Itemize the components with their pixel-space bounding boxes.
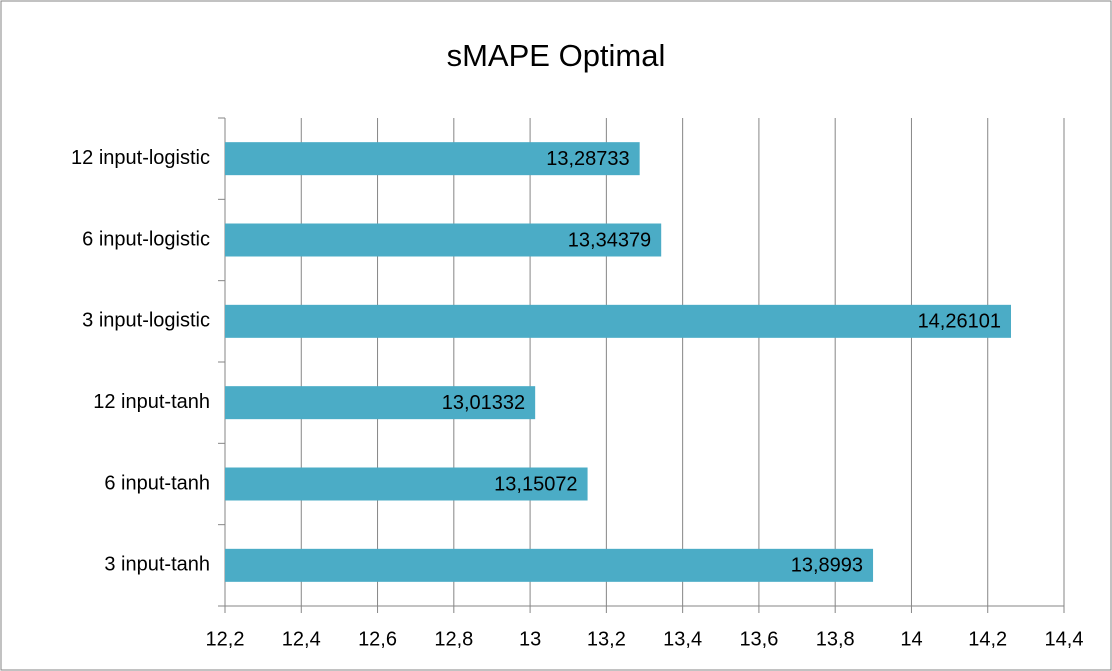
y-tick-label: 3 input-logistic: [82, 310, 210, 332]
x-tick-label: 13,2: [587, 628, 626, 650]
bar: [225, 142, 640, 176]
x-tick-label: 13,6: [739, 628, 778, 650]
x-tick-label: 14,2: [968, 628, 1007, 650]
bar: [225, 548, 874, 582]
x-tick-label: 13,8: [816, 628, 855, 650]
x-tick-label: 12,2: [206, 628, 245, 650]
bar: [225, 304, 1011, 338]
y-tick-label: 6 input-tanh: [104, 472, 210, 494]
x-tick-label: 14: [900, 628, 922, 650]
x-tick-label: 14,4: [1045, 628, 1084, 650]
data-label: 13,01332: [442, 392, 525, 414]
data-label: 14,26101: [918, 311, 1001, 333]
y-tick-label: 6 input-logistic: [82, 228, 210, 250]
data-label: 13,8993: [791, 555, 863, 577]
x-tick-label: 13,4: [663, 628, 702, 650]
y-tick-label: 12 input-tanh: [93, 391, 210, 413]
data-label: 13,34379: [568, 229, 651, 251]
x-tick-label: 12,4: [282, 628, 321, 650]
x-tick-label: 13: [519, 628, 541, 650]
chart-title: sMAPE Optimal: [447, 38, 666, 73]
bar: [225, 223, 662, 257]
y-tick-label: 12 input-logistic: [71, 147, 210, 169]
y-tick-label: 3 input-tanh: [104, 554, 210, 576]
data-label: 13,15072: [494, 473, 577, 495]
data-label: 13,28733: [546, 148, 629, 170]
x-tick-label: 12,8: [434, 628, 473, 650]
bar: [225, 467, 588, 501]
bar: [225, 386, 536, 420]
x-tick-label: 12,6: [358, 628, 397, 650]
